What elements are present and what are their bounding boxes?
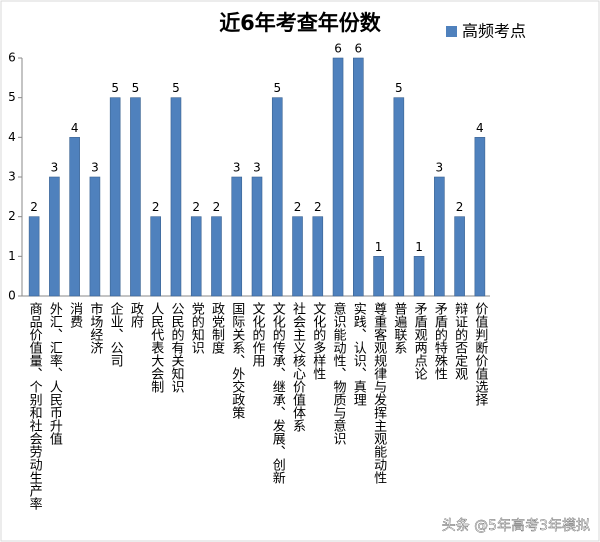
y-tick-label: 3 [8, 170, 16, 184]
x-tick-label: 外汇、汇率、人民币升值 [47, 302, 63, 446]
data-label: 1 [415, 240, 423, 254]
x-tick-label: 企业、公司 [108, 301, 124, 367]
data-label: 3 [436, 161, 444, 175]
x-tick-label: 文化的多样性 [310, 302, 326, 380]
y-tick-label: 4 [8, 130, 16, 144]
bar [190, 216, 202, 297]
data-label: 1 [375, 240, 383, 254]
x-tick-label: 公民的有关知识 [168, 302, 184, 393]
bar [474, 137, 486, 297]
bar [373, 256, 384, 297]
bar [130, 97, 141, 297]
data-label: 6 [334, 42, 342, 56]
bar [332, 57, 344, 297]
data-label: 6 [354, 42, 362, 56]
x-tick-label: 辩证的否定观 [452, 302, 468, 380]
x-tick-label: 矛盾观两点论 [412, 302, 428, 380]
x-tick-label: 文化的作用 [250, 302, 266, 368]
legend-swatch [446, 26, 457, 37]
bar [413, 256, 425, 297]
bar [150, 216, 161, 297]
y-tick-label: 5 [8, 90, 16, 104]
x-tick-label: 人民代表大会制 [148, 302, 164, 393]
bar [211, 216, 222, 297]
data-label: 2 [314, 200, 322, 214]
x-tick-label: 消费 [67, 302, 83, 328]
bar [109, 97, 121, 297]
data-label: 4 [476, 121, 484, 135]
data-label: 5 [273, 81, 281, 95]
data-label: 2 [213, 200, 221, 214]
data-label: 2 [192, 200, 200, 214]
x-tick-label: 普遍联系 [391, 302, 407, 354]
data-label: 3 [91, 161, 99, 175]
data-label: 3 [51, 161, 59, 175]
x-tick-label: 意识能动性、物质与意识 [331, 301, 347, 445]
bar [69, 137, 80, 297]
x-tick-label: 党的知识 [189, 302, 205, 354]
bar [454, 216, 465, 297]
x-tick-label: 政府 [128, 302, 144, 329]
y-tick-label: 1 [8, 249, 16, 263]
bar [434, 176, 445, 297]
bar [292, 216, 303, 297]
x-tick-label: 尊重客观规律与发挥主观能动性 [371, 301, 387, 484]
legend-label: 高频考点 [462, 22, 526, 41]
x-tick-label: 文化的传承、继承、发展、创新 [270, 302, 286, 484]
data-label: 2 [30, 200, 38, 214]
data-label: 3 [233, 161, 241, 175]
watermark: 头条 @5年高考3年模拟 [442, 517, 590, 534]
data-label: 3 [253, 161, 261, 175]
x-tick-label: 价值判断价值选择 [472, 302, 488, 406]
x-tick-label: 市场经济 [87, 301, 103, 354]
bar [231, 176, 243, 297]
data-label: 5 [111, 81, 119, 95]
x-tick-label: 政党制度 [209, 302, 225, 354]
y-tick-label: 0 [8, 289, 16, 303]
x-tick-label: 实践、认识、真理 [351, 302, 367, 406]
bar [28, 216, 40, 297]
bar [251, 176, 263, 297]
data-label: 2 [152, 200, 160, 214]
x-tick-label: 国际关系、外交政策 [229, 302, 245, 419]
data-label: 4 [71, 121, 79, 135]
data-label: 5 [172, 81, 180, 95]
bar [271, 97, 283, 297]
x-tick-label: 社会主义核心价值体系 [290, 301, 306, 432]
data-label: 2 [294, 200, 302, 214]
data-label: 5 [132, 81, 140, 95]
x-tick-label: 商品价值量、个别和社会劳动生产率 [27, 302, 43, 510]
bar [312, 216, 324, 297]
data-label: 5 [395, 81, 403, 95]
data-label: 2 [456, 200, 464, 214]
x-tick-label: 矛盾的特殊性 [432, 302, 448, 380]
y-tick-label: 6 [8, 51, 16, 65]
bar [393, 97, 405, 297]
bar [49, 176, 60, 297]
bar [353, 57, 364, 297]
chart-title: 近6年考查年份数 [219, 11, 382, 35]
bar [170, 97, 182, 297]
bar [89, 176, 101, 297]
y-tick-label: 2 [8, 209, 16, 223]
